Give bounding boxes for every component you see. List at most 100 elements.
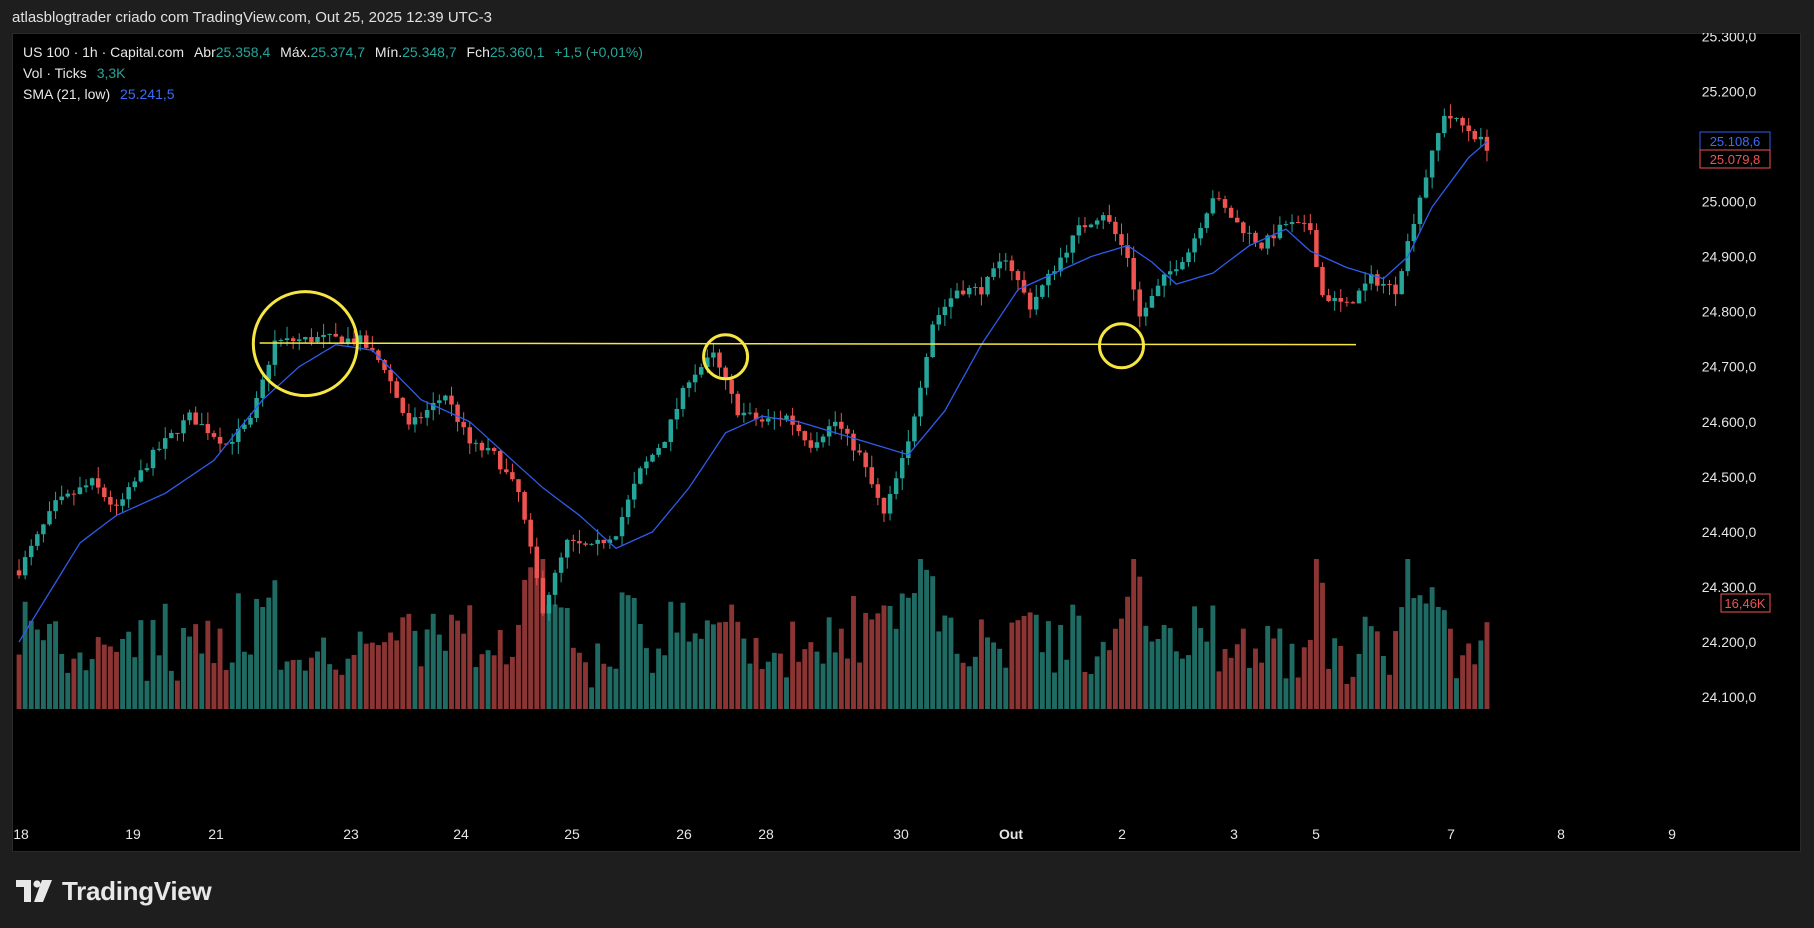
volume-bar <box>796 661 802 709</box>
volume-bar <box>589 687 595 709</box>
candle-body <box>1314 230 1319 267</box>
candle-body <box>47 511 52 525</box>
volume-bar <box>1167 628 1173 709</box>
volume-bar <box>412 630 418 709</box>
candle-body <box>1058 257 1063 272</box>
candle-body <box>59 496 64 501</box>
volume-bar <box>1064 659 1070 709</box>
volume-bar <box>83 670 89 709</box>
candle-body <box>339 336 345 344</box>
volume-bar <box>71 658 77 709</box>
volume-bar <box>735 621 741 709</box>
volume-bar <box>193 624 199 709</box>
candle-body <box>1247 232 1252 234</box>
volume-bar <box>1137 576 1143 709</box>
volume-bar <box>1362 616 1368 709</box>
candle-body <box>1301 222 1307 224</box>
volume-bar <box>1429 587 1435 709</box>
candle-body <box>443 395 448 401</box>
volume-bar <box>972 656 978 709</box>
volume-bar <box>284 661 290 709</box>
time-tick-label: 28 <box>758 826 774 842</box>
candle-body <box>1070 235 1076 253</box>
candle-body <box>607 539 613 544</box>
candle-body <box>936 315 942 325</box>
candle-body <box>796 424 801 432</box>
candle-body <box>1265 235 1270 249</box>
candle-body <box>217 436 223 444</box>
volume-bar <box>863 612 869 709</box>
candle-body <box>1204 213 1210 229</box>
candle-body <box>985 276 990 295</box>
volume-bar <box>16 654 22 709</box>
time-tick-label: 18 <box>13 826 29 842</box>
volume-bar <box>832 652 838 709</box>
volume-bar <box>77 652 83 709</box>
volume-bar <box>814 651 820 709</box>
volume-bar <box>1271 638 1277 709</box>
candle-body <box>41 524 46 535</box>
tradingview-logo[interactable]: TradingView <box>16 874 212 908</box>
candle-body <box>132 481 138 488</box>
candle-body <box>248 417 253 425</box>
candle-body <box>759 419 765 422</box>
candle-body <box>534 546 540 579</box>
volume-bar <box>1246 667 1252 709</box>
volume-bar <box>503 664 509 709</box>
volume-bar <box>1076 615 1082 709</box>
candle-body <box>1344 301 1350 303</box>
volume-bar <box>662 655 668 709</box>
candle-body <box>595 539 600 544</box>
time-tick-label: 26 <box>676 826 692 842</box>
volume-bar <box>382 642 387 709</box>
candle-body <box>418 417 424 419</box>
candle-body <box>1362 283 1368 291</box>
volume-bars <box>16 559 1490 709</box>
volume-bar <box>887 605 893 709</box>
candle-body <box>120 499 125 506</box>
candle-body <box>175 432 180 434</box>
candle-body <box>814 442 820 448</box>
volume-bar <box>918 559 923 709</box>
volume-bar <box>394 640 400 709</box>
candle-body <box>1161 274 1167 286</box>
candle-body <box>1174 269 1179 272</box>
price-tick-label: 24.900,0 <box>1702 249 1757 265</box>
volume-bar <box>430 613 436 709</box>
annotation-circle <box>1098 322 1145 370</box>
volume-bar <box>844 658 850 709</box>
candle-body <box>571 539 576 542</box>
volume-bar <box>1313 559 1319 709</box>
volume-bar <box>838 628 844 709</box>
candle-body <box>924 357 929 388</box>
volume-bar <box>199 653 205 709</box>
time-tick-label: 5 <box>1312 826 1320 842</box>
volume-bar <box>1112 628 1118 709</box>
price-tick-label: 24.300,0 <box>1702 579 1757 595</box>
price-tick-label: 24.400,0 <box>1702 524 1757 540</box>
volume-bar <box>1027 612 1033 709</box>
candle-body <box>1399 271 1404 295</box>
volume-bar <box>1466 643 1472 709</box>
candle-body <box>875 484 881 498</box>
candle-body <box>144 468 150 471</box>
volume-bar <box>302 670 308 709</box>
volume-bar <box>248 654 253 709</box>
legend-low: 25.348,7 <box>402 44 457 60</box>
candle-body <box>893 478 899 495</box>
volume-bar <box>388 632 394 709</box>
time-tick-label: 7 <box>1447 826 1455 842</box>
volume-bar <box>461 633 467 709</box>
volume-bar <box>162 603 168 709</box>
candle-body <box>1423 177 1429 198</box>
volume-bar <box>491 655 497 709</box>
candle-body <box>1454 117 1459 119</box>
time-axis: 18 19 21 23 24 25 26 28 30 Out 2 3 5 7 8 9 <box>13 826 1676 842</box>
candlestick-chart[interactable]: 24.100,0 24.200,0 24.300,0 24.400,0 24.500,0… <box>12 33 1801 852</box>
candle-body <box>467 427 473 444</box>
volume-bar <box>741 638 747 709</box>
candle-body <box>613 536 619 540</box>
volume-bar <box>107 646 113 709</box>
volume-bar <box>1344 683 1350 709</box>
candle-body <box>430 402 436 411</box>
